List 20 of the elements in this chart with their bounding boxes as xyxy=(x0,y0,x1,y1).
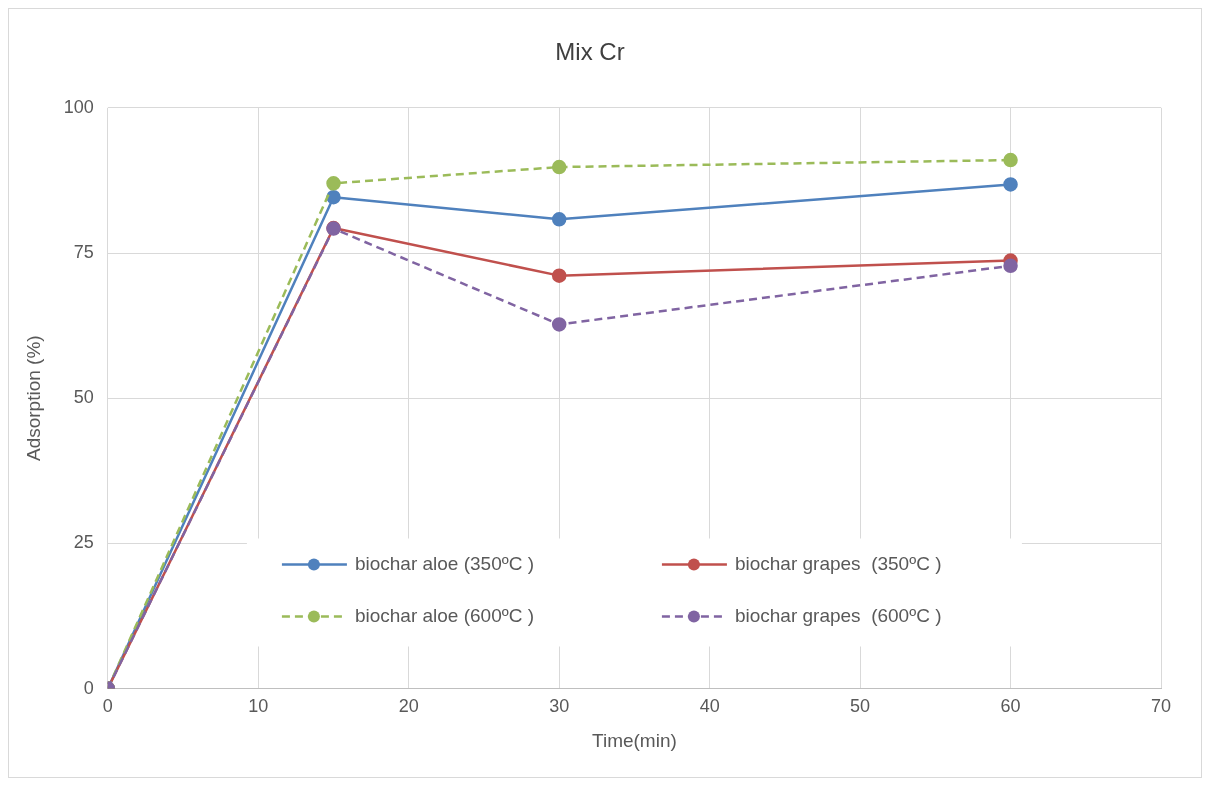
y-tick-label: 50 xyxy=(73,387,94,408)
chart-title: Mix Cr xyxy=(555,38,625,66)
y-axis-title: Adsorption (%) xyxy=(22,335,44,462)
y-tick-label: 100 xyxy=(63,96,94,117)
y-tick-label: 25 xyxy=(73,532,94,553)
legend-label: biochar aloe (600ºC ) xyxy=(354,604,535,626)
x-tick-label: 30 xyxy=(549,696,570,717)
y-tick-label: 75 xyxy=(73,241,94,262)
legend-label: biochar grapes (350ºC ) xyxy=(734,552,942,574)
legend-label: biochar aloe (350ºC ) xyxy=(354,552,535,574)
x-tick-label: 0 xyxy=(102,696,113,717)
x-tick-label: 60 xyxy=(1000,696,1021,717)
y-tick-label: 0 xyxy=(83,677,94,698)
x-tick-label: 10 xyxy=(248,696,269,717)
x-tick-label: 70 xyxy=(1150,696,1172,717)
x-tick-label: 40 xyxy=(699,696,720,717)
legend-label: biochar grapes (600ºC ) xyxy=(734,604,942,626)
x-tick-label: 20 xyxy=(398,696,419,717)
x-axis-title: Time(min) xyxy=(592,729,677,751)
x-tick-label: 50 xyxy=(850,696,871,717)
